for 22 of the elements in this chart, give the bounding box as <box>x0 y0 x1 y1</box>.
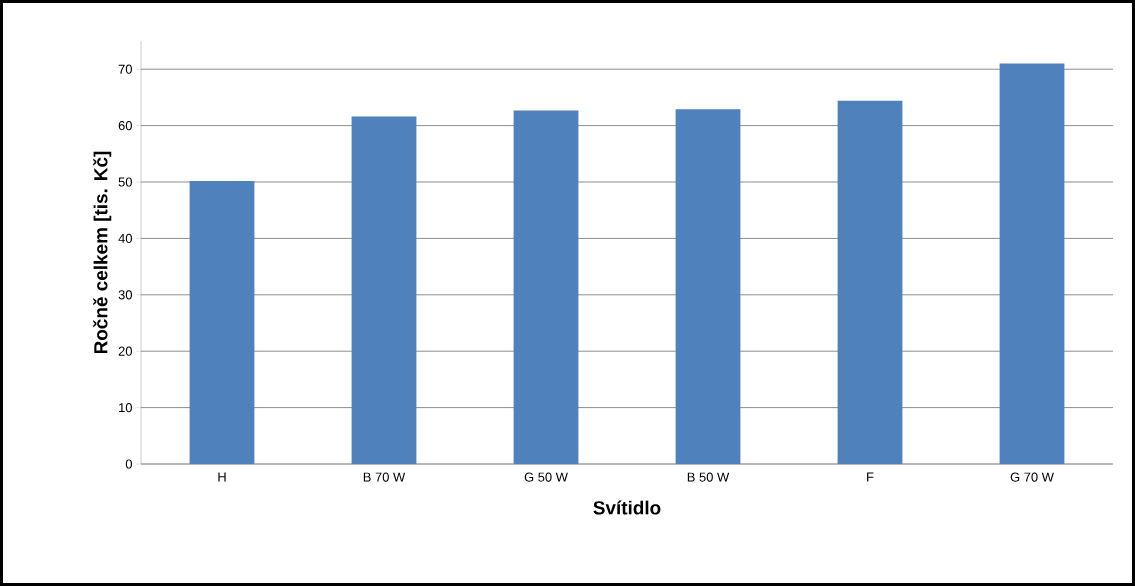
x-tick-label: H <box>218 472 226 482</box>
x-tick-label: B 50 W <box>687 472 730 482</box>
y-tick-label: 40 <box>118 233 132 243</box>
y-tick-label: 60 <box>118 121 132 131</box>
bar <box>837 100 903 464</box>
y-tick-label: 50 <box>118 177 132 187</box>
y-axis-title: Ročně celkem [tis. Kč] <box>93 151 112 354</box>
x-tick-label: F <box>867 472 874 482</box>
bar <box>999 63 1065 464</box>
bar <box>189 180 255 464</box>
bar <box>675 109 741 464</box>
bar <box>513 110 579 464</box>
y-tick-label: 0 <box>125 459 132 469</box>
bar <box>351 116 417 464</box>
x-tick-label: G 70 W <box>1010 472 1054 482</box>
y-tick-label: 70 <box>118 64 132 74</box>
x-tick-label: B 70 W <box>363 472 406 482</box>
y-tick-label: 30 <box>118 290 132 300</box>
x-axis-title: Svítidlo <box>593 500 661 515</box>
y-tick-label: 10 <box>119 403 132 413</box>
x-tick-label: G 50 W <box>524 472 568 482</box>
y-tick-label: 20 <box>118 346 132 356</box>
